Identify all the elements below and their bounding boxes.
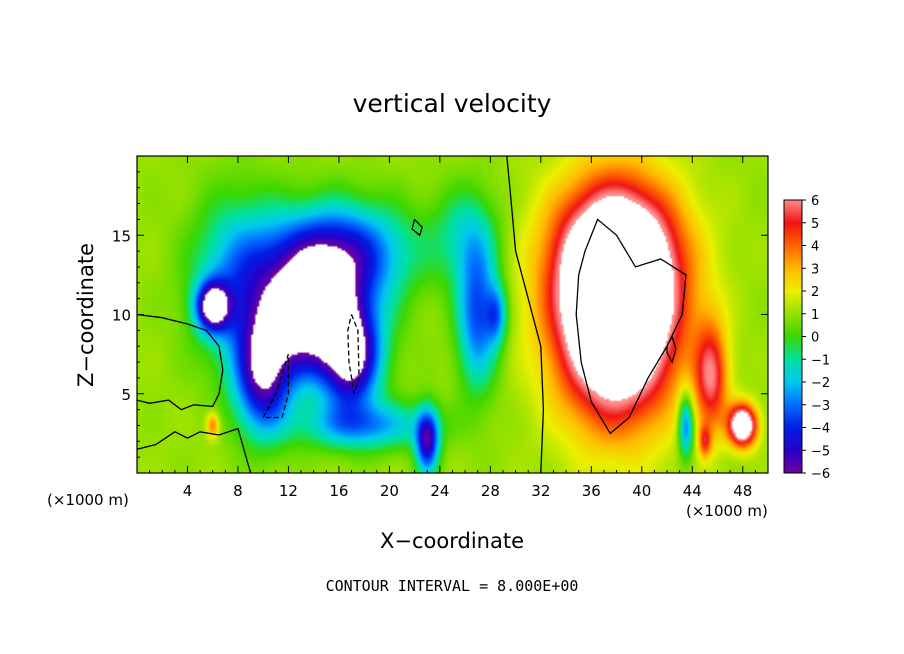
- x-tick-label: 16: [329, 482, 348, 500]
- colorbar-tick-label: −6: [811, 467, 830, 482]
- y-axis: 5 10 15: [112, 171, 768, 458]
- colorbar: 6 5 4 3 2 1 0 −1 −2 −3 −4 −5 −6: [783, 194, 830, 482]
- colorbar-tick-label: 5: [811, 217, 819, 232]
- x-unit-right: (×1000 m): [686, 502, 768, 520]
- x-tick-label: 4: [183, 482, 193, 500]
- colorbar-tick-label: 0: [811, 331, 819, 346]
- colorbar-tick-label: −2: [811, 376, 830, 391]
- x-tick-label: 32: [531, 482, 550, 500]
- x-tick-label: 24: [430, 482, 449, 500]
- contour-line: [666, 335, 677, 364]
- x-axis-label: X−coordinate: [380, 529, 524, 553]
- colorbar-tick-label: 2: [811, 285, 819, 300]
- contour-interval-note: CONTOUR INTERVAL = 8.000E+00: [326, 577, 579, 595]
- x-tick-label: 40: [632, 482, 651, 500]
- contour-line: [411, 218, 423, 237]
- contour-line: [136, 313, 224, 411]
- x-unit-left: (×1000 m): [47, 491, 129, 509]
- colorbar-tick-label: −1: [811, 353, 830, 368]
- y-axis-label: Z−coordinate: [74, 243, 98, 387]
- x-tick-label: 48: [733, 482, 752, 500]
- colorbar-ticks: 6 5 4 3 2 1 0 −1 −2 −3 −4 −5 −6: [802, 194, 830, 482]
- colorbar-tick-label: 3: [811, 262, 819, 277]
- heatmap-field: [137, 156, 768, 473]
- x-tick-label: 44: [683, 482, 702, 500]
- x-tick-label: 8: [233, 482, 243, 500]
- x-tick-label: 28: [481, 482, 500, 500]
- colorbar-tick-label: −5: [811, 444, 830, 459]
- x-tick-label: 20: [380, 482, 399, 500]
- colorbar-tick-label: 4: [811, 240, 819, 255]
- contour-line: [262, 353, 290, 419]
- colorbar-gradient: [784, 200, 802, 473]
- chart-title: vertical velocity: [353, 89, 552, 118]
- x-tick-label: 36: [582, 482, 601, 500]
- contour-line: [136, 427, 252, 474]
- contour-line: [575, 218, 687, 435]
- colorbar-tick-label: 6: [811, 194, 819, 209]
- x-tick-label: 12: [279, 482, 298, 500]
- y-tick-label: 15: [112, 227, 131, 245]
- y-tick-label: 5: [121, 386, 131, 404]
- contour-line: [347, 314, 360, 394]
- colorbar-tick-label: 1: [811, 308, 819, 323]
- y-tick-label: 10: [112, 307, 131, 325]
- contour-line: [506, 155, 545, 474]
- x-axis: 4 8 12 16 20 24 28 32 36 40 44 48: [149, 156, 756, 500]
- colorbar-tick-label: −4: [811, 422, 830, 437]
- contour-lines: [136, 155, 687, 474]
- colorbar-tick-label: −3: [811, 399, 830, 414]
